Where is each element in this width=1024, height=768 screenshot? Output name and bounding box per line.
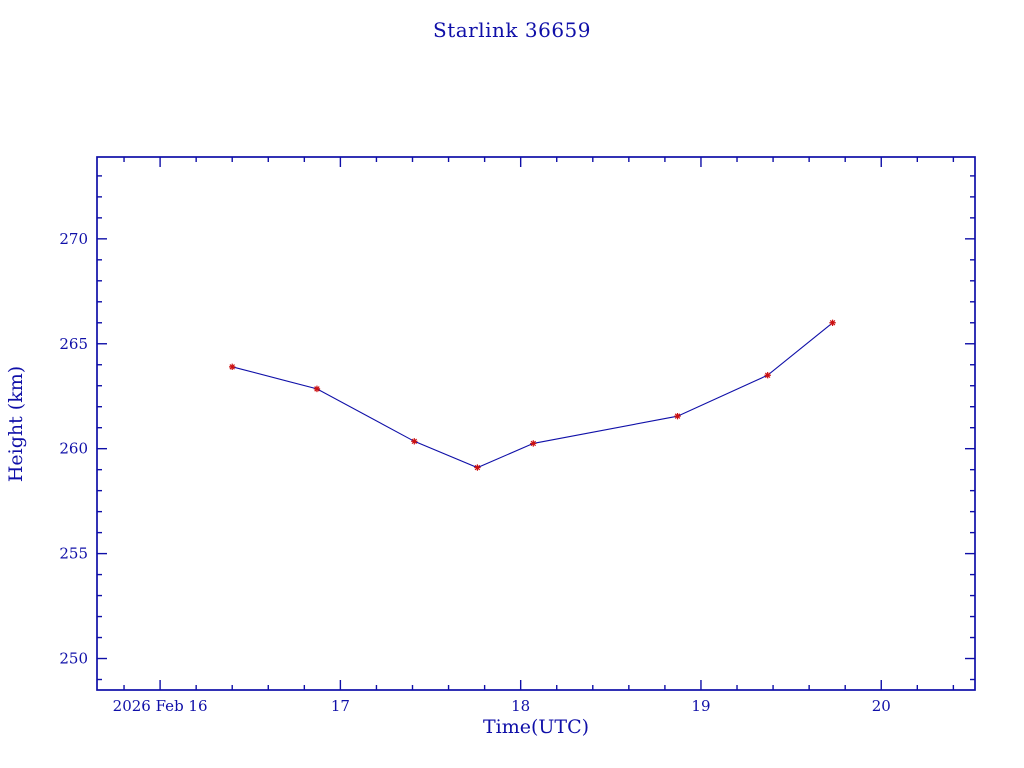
data-point-marker	[411, 438, 418, 445]
data-point-marker	[829, 319, 836, 326]
plot-frame	[96, 156, 976, 691]
x-tick-label: 19	[691, 697, 710, 715]
y-tick-label: 270	[59, 230, 88, 248]
y-tick-label: 265	[59, 335, 88, 353]
chart-title: Starlink 36659	[433, 18, 591, 42]
data-point-marker	[764, 372, 771, 379]
y-tick-label: 260	[59, 440, 88, 458]
data-point-marker	[530, 440, 537, 447]
y-tick-label: 255	[59, 545, 88, 563]
x-axis-label: Time(UTC)	[482, 716, 590, 738]
y-tick-label: 250	[59, 650, 88, 668]
x-tick-label: 20	[872, 697, 891, 715]
data-point-marker	[313, 385, 321, 393]
x-tick-label: 18	[511, 697, 530, 715]
x-tick-label: 17	[331, 697, 350, 715]
data-line	[232, 322, 833, 469]
y-axis-label: Height (km)	[5, 365, 27, 483]
x-tick-label: 2026 Feb 16	[113, 697, 208, 715]
data-point-marker	[229, 363, 236, 371]
data-point-marker	[474, 464, 481, 471]
data-point-marker	[674, 412, 681, 420]
